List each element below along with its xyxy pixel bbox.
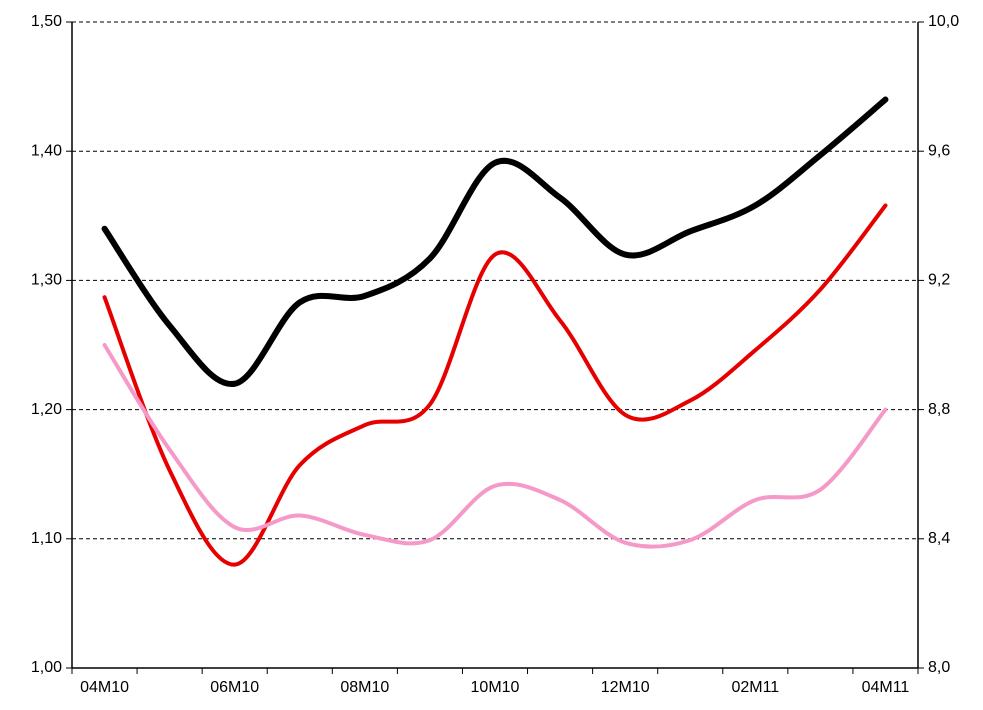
y2-tick-label: 10,0 [928,13,959,30]
y-tick-label: 1,00 [31,659,62,676]
y-tick-label: 1,40 [31,142,62,159]
y2-tick-label: 9,6 [928,142,950,159]
series-line [102,343,888,549]
x-tick-label: 10M10 [471,679,520,696]
y2-tick-label: 9,2 [928,272,950,289]
x-tick-label: 08M10 [340,679,389,696]
x-tick-label: 12M10 [601,679,650,696]
y2-tick-label: 8,4 [928,530,950,547]
y2-tick-label: 8,0 [928,659,950,676]
series-line [101,96,889,387]
y-tick-label: 1,30 [31,272,62,289]
y-tick-label: 1,50 [31,13,62,30]
x-tick-label: 02M11 [731,679,779,696]
y-tick-label: 1,20 [31,401,62,418]
x-tick-label: 06M10 [210,679,259,696]
y-tick-label: 1,10 [31,530,62,547]
y2-tick-label: 8,8 [928,401,950,418]
x-tick-label: 04M11 [862,679,910,696]
series-line [102,203,888,567]
x-tick-label: 04M10 [80,679,129,696]
